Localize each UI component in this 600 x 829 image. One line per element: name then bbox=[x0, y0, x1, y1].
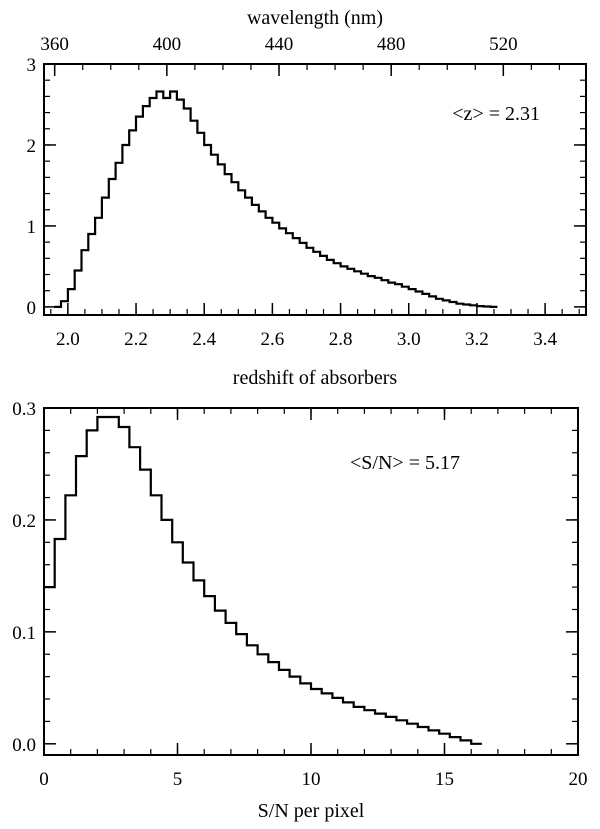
snr-x-tick-label: 5 bbox=[173, 769, 183, 790]
snr-y-tick-label: 0.1 bbox=[12, 623, 36, 644]
redshift-x-tick-label: 2.6 bbox=[261, 329, 285, 350]
redshift-x-tick-label: 2.0 bbox=[56, 329, 80, 350]
redshift-y-tick-label: 3 bbox=[27, 55, 37, 76]
wavelength-tick-label: 440 bbox=[265, 34, 294, 55]
redshift-histogram-panel: 2.0 2.2 2.4 2.6 2.8 3.0 3.2 3.4 360 400 440 480 520 0… bbox=[27, 7, 587, 389]
snr-x-tick-label: 10 bbox=[302, 769, 321, 790]
redshift-x-tick-label: 3.2 bbox=[465, 329, 489, 350]
snr-plot-frame bbox=[43, 407, 579, 756]
redshift-axis-title: redshift of absorbers bbox=[233, 367, 398, 389]
redshift-y-tick-label: 1 bbox=[27, 217, 37, 238]
snr-ticks: 0 5 10 15 20 0.0 0.1 0.2 0.3 bbox=[12, 399, 587, 790]
snr-x-tick-label: 15 bbox=[435, 769, 454, 790]
redshift-x-tick-label: 2.2 bbox=[124, 329, 148, 350]
wavelength-tick-label: 360 bbox=[40, 34, 69, 55]
snr-histogram-panel: 0 5 10 15 20 0.0 0.1 0.2 0.3 S/N per pixel <S/N>… bbox=[12, 399, 587, 822]
snr-x-tick-label: 0 bbox=[39, 769, 49, 790]
redshift-ticks: 2.0 2.2 2.4 2.6 2.8 3.0 3.2 3.4 360 400 440 480 520 0… bbox=[27, 34, 586, 350]
redshift-x-tick-label: 2.8 bbox=[329, 329, 353, 350]
redshift-plot-frame bbox=[43, 63, 587, 316]
snr-y-tick-label: 0.2 bbox=[12, 511, 36, 532]
wavelength-tick-label: 520 bbox=[489, 34, 518, 55]
redshift-y-tick-label: 0 bbox=[27, 298, 37, 319]
redshift-x-tick-label: 2.4 bbox=[192, 329, 216, 350]
wavelength-tick-label: 400 bbox=[153, 34, 182, 55]
wavelength-axis-title: wavelength (nm) bbox=[247, 7, 383, 29]
mean-snr-annotation: <S/N> = 5.17 bbox=[350, 452, 460, 474]
wavelength-tick-label: 480 bbox=[377, 34, 406, 55]
snr-x-tick-label: 20 bbox=[569, 769, 588, 790]
redshift-x-tick-label: 3.0 bbox=[397, 329, 421, 350]
redshift-histogram-line bbox=[54, 90, 498, 308]
mean-redshift-annotation: <z> = 2.31 bbox=[452, 103, 540, 125]
snr-y-tick-label: 0.3 bbox=[12, 399, 36, 420]
snr-axis-title: S/N per pixel bbox=[258, 800, 365, 822]
redshift-x-tick-label: 3.4 bbox=[533, 329, 557, 350]
snr-y-tick-label: 0.0 bbox=[12, 735, 36, 756]
snr-histogram-line bbox=[44, 415, 482, 745]
redshift-y-tick-label: 2 bbox=[27, 136, 37, 157]
